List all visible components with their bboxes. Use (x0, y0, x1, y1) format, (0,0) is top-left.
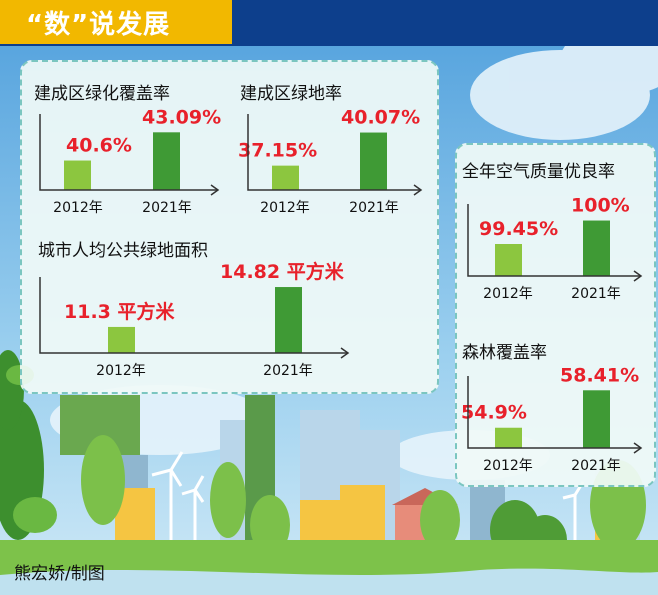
bar (275, 287, 302, 353)
axis-line (39, 114, 218, 191)
data-label: 11.3 平方米 (64, 300, 175, 323)
axis-arrow (633, 270, 643, 282)
chart-2: 37.15% 2012年 40.07% 2021年 (238, 107, 423, 216)
tick-label: 2012年 (260, 200, 310, 216)
credit-text: 熊宏娇/制图 (14, 564, 105, 584)
tick-label: 2021年 (263, 363, 313, 379)
tick-label: 2021年 (349, 200, 399, 216)
data-label: 40.6% (66, 135, 132, 157)
chart-title: 森林覆盖率 (462, 343, 547, 363)
bar (153, 132, 180, 190)
axis-line (467, 376, 641, 449)
tick-label: 2012年 (96, 363, 146, 379)
bar (583, 390, 610, 448)
data-label: 43.09% (142, 106, 221, 128)
chart-5: 54.9% 2012年 58.41% 2021年 (461, 364, 643, 474)
data-label: 37.15% (238, 140, 317, 162)
bar (495, 427, 522, 448)
chart-title: 城市人均公共绿地面积 (38, 241, 208, 261)
data-label: 100% (571, 195, 630, 217)
tick-label: 2012年 (483, 458, 533, 474)
page-title: “数”说发展 (26, 10, 171, 40)
chart-1: 40.6% 2012年 43.09% 2021年 (39, 106, 221, 216)
bar (108, 326, 135, 353)
chart-3: 11.3 平方米 2012年 14.82 平方米 2021年 (39, 260, 350, 379)
bar (64, 160, 91, 190)
axis-line (39, 277, 348, 354)
bar (583, 220, 610, 276)
bar (495, 244, 522, 276)
tick-label: 2021年 (571, 458, 621, 474)
tick-label: 2021年 (571, 286, 621, 302)
chart-title: 全年空气质量优良率 (462, 162, 615, 182)
tick-label: 2021年 (142, 200, 192, 216)
panel-urban-green (20, 60, 439, 394)
tick-label: 2012年 (53, 200, 103, 216)
data-label: 99.45% (479, 218, 558, 240)
chart-title: 建成区绿化覆盖率 (34, 84, 170, 104)
bar (272, 165, 299, 190)
data-label: 14.82 平方米 (220, 260, 345, 283)
panel-air-forest (455, 143, 656, 487)
axis-line (247, 114, 421, 191)
axis-line (467, 204, 641, 277)
data-label: 40.07% (341, 107, 420, 129)
axis-arrow (340, 347, 350, 359)
data-label: 58.41% (560, 364, 639, 386)
axis-arrow (210, 184, 220, 196)
chart-4: 99.45% 2012年 100% 2021年 (467, 195, 643, 302)
data-label: 54.9% (461, 402, 527, 424)
chart-title: 建成区绿地率 (240, 84, 342, 104)
axis-arrow (413, 184, 423, 196)
tick-label: 2012年 (483, 286, 533, 302)
header-bar (0, 0, 232, 44)
bar (360, 132, 387, 190)
axis-arrow (633, 442, 643, 454)
